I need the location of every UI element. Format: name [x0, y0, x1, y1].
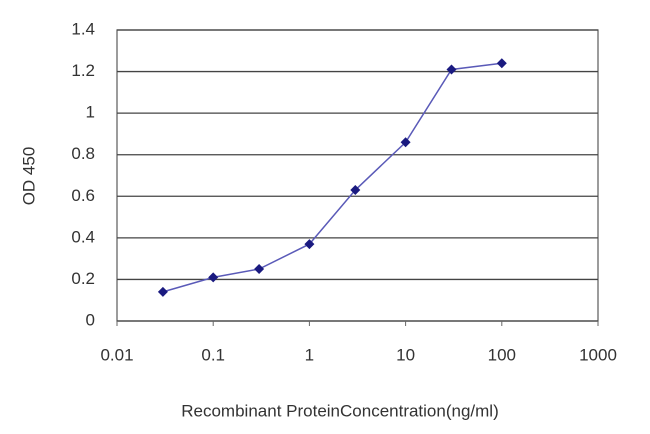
x-tick-label: 0.1: [201, 345, 225, 364]
y-tick-label: 1.4: [71, 19, 95, 38]
plot-frame: [116, 29, 599, 322]
y-tick-label: 0.8: [71, 144, 95, 163]
data-point: [208, 272, 219, 283]
x-tick-label: 10: [396, 345, 415, 364]
data-point: [304, 239, 315, 250]
x-tick-label: 1000: [579, 345, 617, 364]
y-tick-label: 0.6: [71, 186, 95, 205]
data-point: [157, 286, 168, 297]
y-tick-label: 0.2: [71, 269, 95, 288]
y-tick-label: 0.4: [71, 227, 95, 246]
x-tick-label: 0.01: [100, 345, 133, 364]
data-point: [446, 64, 457, 75]
x-tick-label: 1: [305, 345, 314, 364]
data-line: [162, 62, 502, 293]
y-tick-label: 1: [86, 103, 95, 122]
y-tick-label: 1.2: [71, 61, 95, 80]
x-tick-label: 100: [488, 345, 516, 364]
y-axis-label: OD 450: [19, 147, 38, 206]
data-point: [400, 137, 411, 148]
data-point: [350, 185, 361, 196]
data-point: [254, 264, 265, 275]
y-tick-label: 0: [86, 310, 95, 329]
data-point: [496, 58, 507, 69]
x-axis-label: Recombinant ProteinConcentration(ng/ml): [181, 401, 499, 420]
